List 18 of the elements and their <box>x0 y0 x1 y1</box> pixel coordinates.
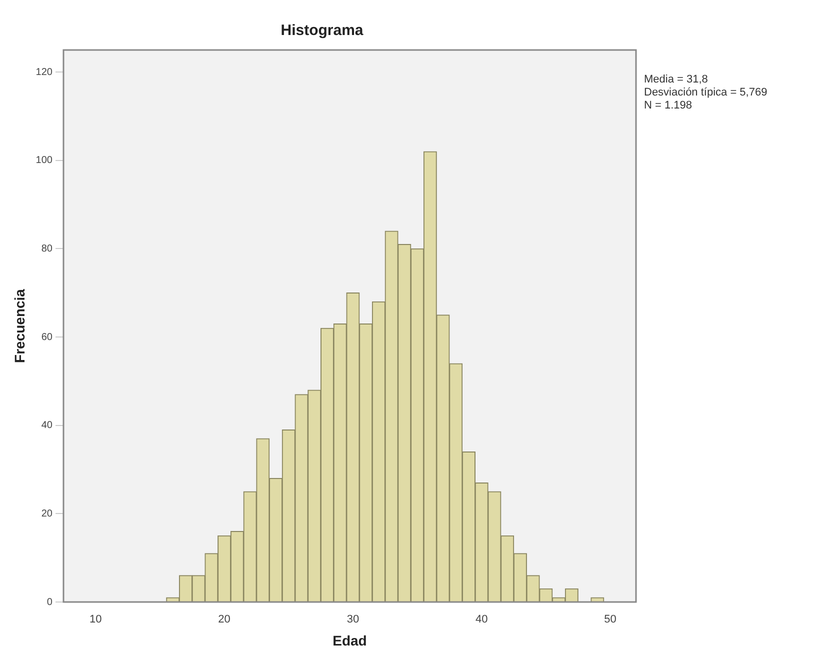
y-tick-label: 40 <box>41 420 53 432</box>
x-tick-label: 20 <box>218 614 230 626</box>
text: Desviación típica = 5,769 <box>644 86 768 99</box>
y-tick-label: 80 <box>41 243 53 254</box>
y-tick-label: 100 <box>36 155 53 166</box>
y-tick-label: 60 <box>41 332 53 343</box>
x-tick-label: 30 <box>346 614 360 626</box>
x-tick-label: 50 <box>604 614 616 626</box>
text: N = 1.198 <box>644 100 692 112</box>
text: Media = 31,8 <box>644 74 708 86</box>
y-axis-title: Frecuencia <box>11 288 28 363</box>
y-tick-label: 0 <box>46 596 53 608</box>
y-tick-label: 20 <box>41 508 53 520</box>
x-tick-label: 40 <box>475 614 488 626</box>
y-tick-label: 120 <box>36 66 53 78</box>
x-axis-title: Edad <box>332 632 367 648</box>
x-tick-label: 10 <box>90 614 102 626</box>
chart-title: Histograma <box>280 22 364 40</box>
